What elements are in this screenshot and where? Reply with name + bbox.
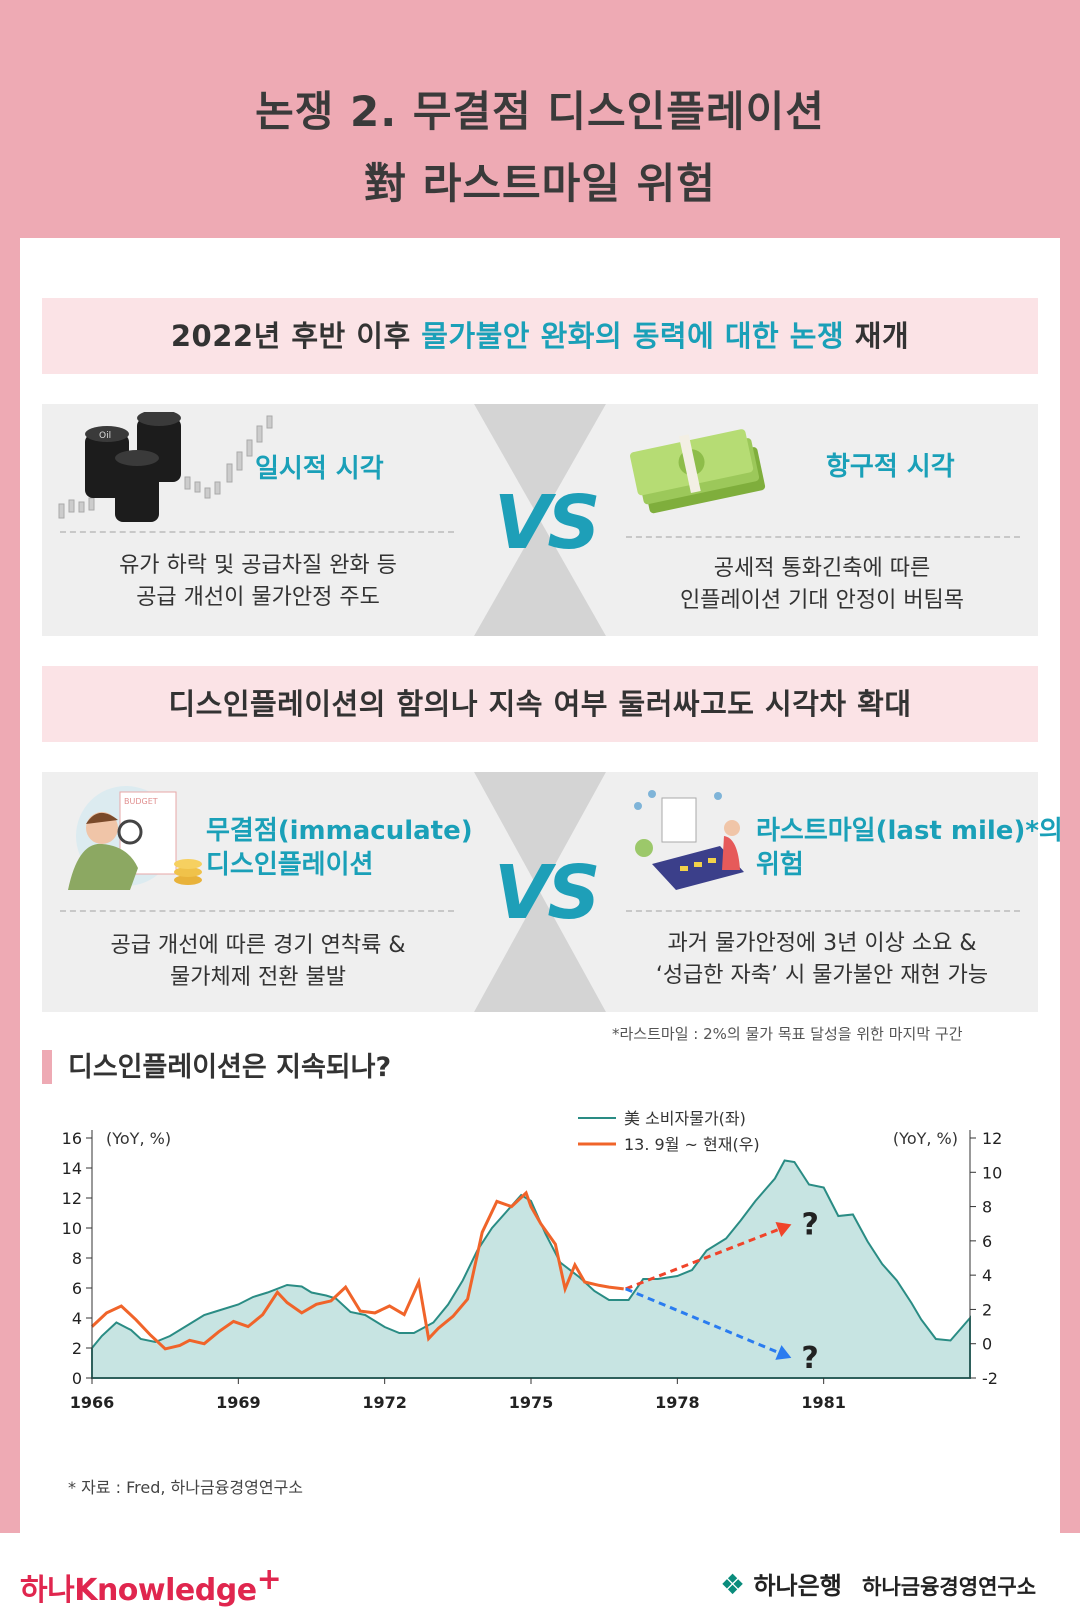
panel-title-lastmile-line2: 위험 xyxy=(756,850,804,880)
right-tick-label: -2 xyxy=(982,1369,998,1388)
panel-text-lastmile: 과거 물가안정에 3년 이상 소요 & ‘성급한 자축’ 시 물가불안 재현 가… xyxy=(606,928,1038,992)
panel-text-permanent-line2: 인플레이션 기대 안정이 버팀목 xyxy=(679,588,965,613)
money-stack-icon xyxy=(630,429,766,514)
brand-plus-icon: + xyxy=(256,1562,282,1597)
panel-title-immaculate-line1: 무결점(immaculate) xyxy=(206,816,473,846)
left-tick-label: 16 xyxy=(62,1129,82,1148)
banner-disinflation: 디스인플레이션의 함의나 지속 여부 둘러싸고도 시각차 확대 xyxy=(42,666,1038,742)
brand-hana-knowledge: 하나Knowledge+ xyxy=(20,1562,282,1609)
banner-text-pre: 2022년 후반 이후 xyxy=(170,319,422,353)
oil-barrels-icon: Oil xyxy=(58,412,273,522)
divider-row2-left xyxy=(60,910,454,912)
budget-doc-label: BUDGET xyxy=(124,797,158,806)
divider-row1-right xyxy=(626,536,1020,538)
panel-text-immaculate-line1: 공급 개선에 따른 경기 연착륙 & xyxy=(110,933,406,958)
panel-title-immaculate-line2: 디스인플레이션 xyxy=(206,850,374,880)
arrow-down-question: ? xyxy=(801,1341,818,1376)
right-tick-label: 6 xyxy=(982,1232,992,1251)
page-title-line2: 對 라스트마일 위험 xyxy=(364,159,716,208)
panel-title-temporary: 일시적 시각 xyxy=(255,454,384,484)
calculator-person-icon xyxy=(634,790,744,890)
panel-title-permanent: 항구적 시각 xyxy=(826,452,955,482)
arrow-up-line xyxy=(625,1228,779,1291)
brand-hana-bank-text: 하나은행 xyxy=(753,1572,842,1600)
x-tick-label: 1981 xyxy=(801,1393,846,1412)
panel-text-immaculate-line2: 물가체제 전환 불발 xyxy=(170,965,346,990)
x-tick-label: 1969 xyxy=(216,1393,261,1412)
panel-text-immaculate: 공급 개선에 따른 경기 연착륙 & 물가체제 전환 불발 xyxy=(42,930,474,994)
title-block: 논쟁 2. 무결점 디스인플레이션 對 라스트마일 위험 xyxy=(0,0,1080,240)
arrow-up-head xyxy=(775,1222,792,1237)
legend-label-recent: 13. 9월 ~ 현재(우) xyxy=(624,1135,760,1154)
right-tick-label: 10 xyxy=(982,1163,1002,1182)
arrow-down-line xyxy=(625,1287,779,1354)
panel-text-permanent: 공세적 통화긴축에 따른 인플레이션 기대 안정이 버팀목 xyxy=(606,553,1038,617)
section-title-bar xyxy=(42,1050,52,1084)
right-axis-label: (YoY, %) xyxy=(893,1129,958,1148)
section-title: 디스인플레이션은 지속되나? xyxy=(68,1052,392,1083)
left-tick-label: 8 xyxy=(72,1249,82,1268)
brand-hana-institute-text: 하나금융경영연구소 xyxy=(862,1575,1037,1599)
arrow-up-question: ? xyxy=(801,1207,818,1242)
right-tick-label: 8 xyxy=(982,1198,992,1217)
lastmile-footnote: *라스트마일 : 2%의 물가 목표 달성을 위한 마지막 구간 xyxy=(612,1025,963,1043)
banner-text-post: 재개 xyxy=(844,319,910,353)
divider-row1-left xyxy=(60,531,454,533)
left-tick-label: 14 xyxy=(62,1159,82,1178)
legend-label-cpi: 美 소비자물가(좌) xyxy=(624,1110,746,1128)
panel-text-temporary-line2: 공급 개선이 물가안정 주도 xyxy=(136,585,380,610)
left-tick-label: 4 xyxy=(72,1309,82,1328)
left-axis-label: (YoY, %) xyxy=(106,1129,171,1148)
title-background xyxy=(0,0,1080,275)
panel-text-temporary: 유가 하락 및 공급차질 완화 등 공급 개선이 물가안정 주도 xyxy=(42,550,474,614)
cpi-chart: ?? 0 2 4 6 8 10 12 14 16 -2 0 2 4 6 8 10 12 1966 1969 1972 1… xyxy=(62,1110,1003,1412)
divider-row2-right xyxy=(626,910,1020,912)
left-tick-label: 12 xyxy=(62,1189,82,1208)
series-area-cpi xyxy=(91,1159,971,1379)
banner-debate: 2022년 후반 이후 물가불안 완화의 동력에 대한 논쟁 재개 xyxy=(42,298,1038,374)
banner-text-highlight: 물가불안 완화의 동력에 대한 논쟁 xyxy=(421,319,845,353)
x-tick-label: 1978 xyxy=(655,1393,700,1412)
page-title-line1: 논쟁 2. 무결점 디스인플레이션 xyxy=(255,87,825,136)
hana-logo-icon: ❖ xyxy=(720,1568,746,1601)
left-tick-label: 2 xyxy=(72,1339,82,1358)
right-tick-label: 12 xyxy=(982,1129,1002,1148)
brand-hana-knowledge-text: 하나Knowledge xyxy=(20,1573,257,1608)
panel-text-lastmile-line2: ‘성급한 자축’ 시 물가불안 재현 가능 xyxy=(655,963,989,988)
left-tick-label: 10 xyxy=(62,1219,82,1238)
panel-text-temporary-line1: 유가 하락 및 공급차질 완화 등 xyxy=(119,553,397,578)
right-tick-label: 4 xyxy=(982,1266,992,1285)
left-tick-label: 0 xyxy=(72,1369,82,1388)
panel-title-immaculate: 무결점(immaculate) 디스인플레이션 xyxy=(206,814,473,882)
series-line-recent xyxy=(90,1190,624,1351)
vs-label-row2: VS xyxy=(494,850,601,936)
x-tick-label: 1975 xyxy=(509,1393,554,1412)
panel-title-lastmile: 라스트마일(last mile)*의 위험 xyxy=(756,814,1063,882)
arrow-down-head xyxy=(775,1345,792,1360)
right-tick-label: 0 xyxy=(982,1335,992,1354)
vs-label-row1: VS xyxy=(494,480,601,566)
panel-text-permanent-line1: 공세적 통화긴축에 따른 xyxy=(713,556,931,581)
left-tick-label: 6 xyxy=(72,1279,82,1298)
panel-text-lastmile-line1: 과거 물가안정에 3년 이상 소요 & xyxy=(667,931,977,956)
footer xyxy=(0,1533,1080,1619)
x-tick-label: 1966 xyxy=(70,1393,115,1412)
right-tick-label: 2 xyxy=(982,1300,992,1319)
brand-hana-bank: ❖ 하나은행 하나금융경영연구소 xyxy=(720,1566,1036,1601)
data-source: * 자료 : Fred, 하나금융경영연구소 xyxy=(68,1478,304,1497)
magnifier-person-icon: BUDGET xyxy=(68,786,202,890)
barrel-label: Oil xyxy=(99,431,111,441)
panel-title-lastmile-line1: 라스트마일(last mile)*의 xyxy=(756,816,1063,846)
x-tick-label: 1972 xyxy=(362,1393,407,1412)
